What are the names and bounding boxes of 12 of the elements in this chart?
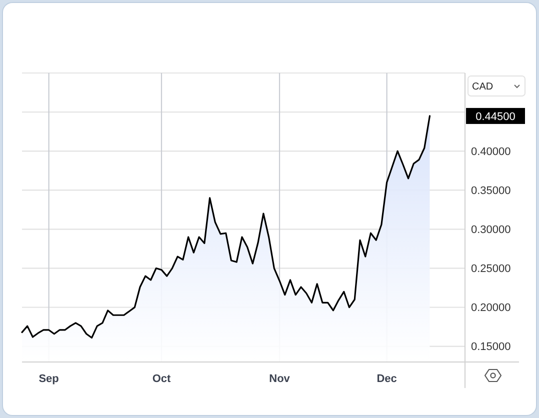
x-tick-label: Oct: [152, 373, 171, 385]
y-tick-label: 0.35000: [471, 185, 511, 198]
y-tick-label: 0.30000: [471, 224, 511, 236]
y-tick-label: 0.25000: [471, 263, 511, 276]
y-tick-label: 0.15000: [471, 341, 511, 354]
x-tick-label: Dec: [376, 373, 397, 385]
y-tick-label: 0.40000: [471, 146, 511, 158]
text: 0.44500: [476, 110, 516, 123]
y-axis-title: CAD: [472, 82, 494, 92]
x-tick-label: Sep: [38, 373, 60, 385]
x-tick-label: Nov: [269, 373, 291, 385]
y-tick-label: 0.20000: [471, 302, 511, 314]
